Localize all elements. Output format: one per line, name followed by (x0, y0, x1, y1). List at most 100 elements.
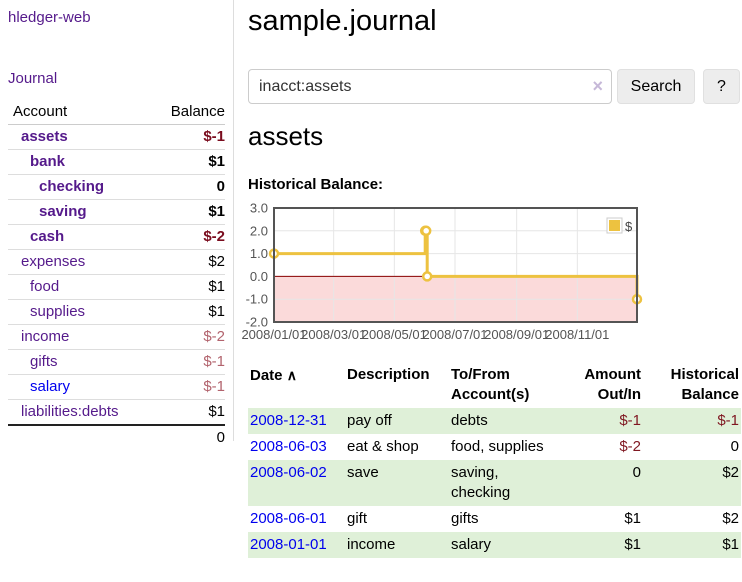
search-input[interactable] (248, 69, 612, 104)
search-button[interactable]: Search (617, 69, 695, 104)
x-tick-label: 2008/05/01 (362, 327, 427, 342)
accounts-column-header: To/From Account(s) (451, 366, 530, 403)
x-tick-label: 2008/03/01 (301, 327, 366, 342)
account-balance: $-1 (153, 349, 225, 375)
search-input-wrap: × (248, 69, 612, 104)
y-tick-label: -2.0 (246, 315, 268, 330)
account-row-income: income $-2 (8, 324, 225, 350)
legend-label: $ (625, 219, 633, 234)
transaction-date-link[interactable]: 2008-01-01 (250, 536, 327, 553)
account-balance: $1 (153, 299, 225, 325)
account-balance: $1 (153, 199, 225, 225)
transaction-accounts: food, supplies (451, 438, 544, 455)
register-row[interactable]: 2008-06-03 eat & shop food, supplies $-2… (248, 434, 741, 460)
account-link-saving[interactable]: saving (39, 203, 87, 220)
transaction-description: eat & shop (347, 438, 419, 455)
account-link-cash[interactable]: cash (30, 228, 65, 245)
accounts-total-value: 0 (153, 424, 225, 450)
y-tick-label: 3.0 (250, 201, 268, 216)
account-column-header: Account (8, 100, 154, 125)
sidebar-divider (233, 0, 234, 441)
account-link-checking[interactable]: checking (39, 178, 105, 195)
account-link-gifts[interactable]: gifts (30, 353, 58, 370)
search-bar: × Search ? (248, 69, 742, 104)
transaction-accounts: gifts (451, 510, 479, 527)
account-row-checking: checking 0 (8, 174, 225, 200)
register-row[interactable]: 2008-06-01 gift gifts $1 $2 (248, 506, 741, 532)
transaction-amount: $1 (624, 510, 641, 527)
sort-ascending-icon: ∧ (286, 367, 297, 383)
date-column-header[interactable]: Date ∧ (250, 367, 297, 384)
account-link-food[interactable]: food (30, 278, 60, 295)
amount-column-header: Amount Out/In (584, 366, 641, 403)
account-row-liabilities-debts: liabilities:debts $1 (8, 399, 225, 425)
register-row[interactable]: 2008-12-31 pay off debts $-1 $-1 (248, 408, 741, 434)
accounts-table-header: Account Balance (8, 100, 225, 125)
transaction-amount: $-1 (571, 408, 643, 434)
clear-search-icon[interactable]: × (592, 76, 603, 96)
transaction-amount: $-2 (619, 438, 641, 455)
transaction-date-link[interactable]: 2008-12-31 (250, 412, 327, 429)
account-balance: 0 (153, 174, 225, 200)
brand-link[interactable]: hledger-web (8, 9, 91, 26)
transaction-date-link[interactable]: 2008-06-02 (250, 464, 327, 481)
account-balance: $-2 (153, 324, 225, 350)
account-row-food: food $1 (8, 274, 225, 300)
account-heading: assets (248, 121, 324, 151)
account-row-bank: bank $1 (8, 149, 225, 175)
register-table: Date ∧ Description To/From Account(s) Am… (248, 362, 741, 558)
transaction-description: income (345, 532, 449, 558)
balance-column-header: Balance (153, 100, 225, 125)
balance-column-header: Historical Balance (670, 366, 739, 403)
transaction-accounts: debts (449, 408, 571, 434)
transaction-description: pay off (345, 408, 449, 434)
x-tick-label: 2008/11/01 (545, 327, 609, 342)
transaction-description: gift (347, 510, 368, 527)
help-button[interactable]: ? (703, 69, 740, 104)
register-row[interactable]: 2008-01-01 income salary $1 $1 (248, 532, 741, 558)
account-balance: $1 (153, 149, 225, 175)
y-tick-label: -1.0 (246, 292, 268, 307)
account-link-assets[interactable]: assets (21, 128, 68, 145)
account-link-supplies[interactable]: supplies (30, 303, 86, 320)
transaction-date-link[interactable]: 2008-06-03 (250, 438, 327, 455)
account-link-salary[interactable]: salary (30, 378, 71, 395)
y-tick-label: 2.0 (250, 223, 268, 238)
account-link-income[interactable]: income (21, 328, 70, 345)
register-row[interactable]: 2008-06-02 save saving, checking 0 $2 (248, 460, 741, 506)
transaction-balance: $1 (643, 532, 741, 558)
chart-title: Historical Balance: (248, 176, 384, 193)
x-tick-label: 2008/09/01 (484, 327, 549, 342)
account-link-expenses[interactable]: expenses (21, 253, 86, 270)
transaction-description: save (345, 460, 449, 506)
sidebar-item-journal[interactable]: Journal (8, 70, 58, 87)
account-balance: $2 (153, 249, 225, 275)
account-link-bank[interactable]: bank (30, 153, 66, 170)
account-balance: $-2 (153, 224, 225, 250)
account-row-assets: assets $-1 (8, 125, 225, 150)
register-header-row: Date ∧ Description To/From Account(s) Am… (248, 362, 741, 408)
account-balance: $1 (153, 274, 225, 300)
transaction-amount: 0 (571, 460, 643, 506)
account-link-liabilities-debts[interactable]: liabilities:debts (21, 403, 119, 420)
x-tick-label: 2008/01/01 (241, 327, 306, 342)
account-balance: $-1 (203, 128, 225, 145)
accounts-table: Account Balance assets $-1 bank $1 check… (8, 100, 225, 450)
account-row-gifts: gifts $-1 (8, 349, 225, 375)
account-balance: $1 (153, 399, 225, 425)
data-point-marker (421, 271, 433, 282)
sidebar: hledger-web Journal Account Balance asse… (0, 0, 233, 582)
transaction-accounts: salary (449, 532, 571, 558)
x-tick-label: 2008/07/01 (422, 327, 487, 342)
description-column-header: Description (347, 366, 430, 383)
transaction-date-link[interactable]: 2008-06-01 (250, 510, 327, 527)
account-balance: $-1 (153, 374, 225, 400)
transaction-balance: $2 (722, 510, 739, 527)
transaction-balance: $-1 (643, 408, 741, 434)
legend-color-swatch (609, 220, 620, 231)
data-point-marker (420, 225, 432, 237)
account-row-cash: cash $-2 (8, 224, 225, 250)
transaction-balance: 0 (730, 438, 739, 455)
historical-balance-chart[interactable]: 3.0 2.0 1.0 0.0 -1.0 -2.0 2008/01/01 2008/03/01… (240, 200, 742, 348)
y-tick-label: 1.0 (250, 246, 268, 261)
